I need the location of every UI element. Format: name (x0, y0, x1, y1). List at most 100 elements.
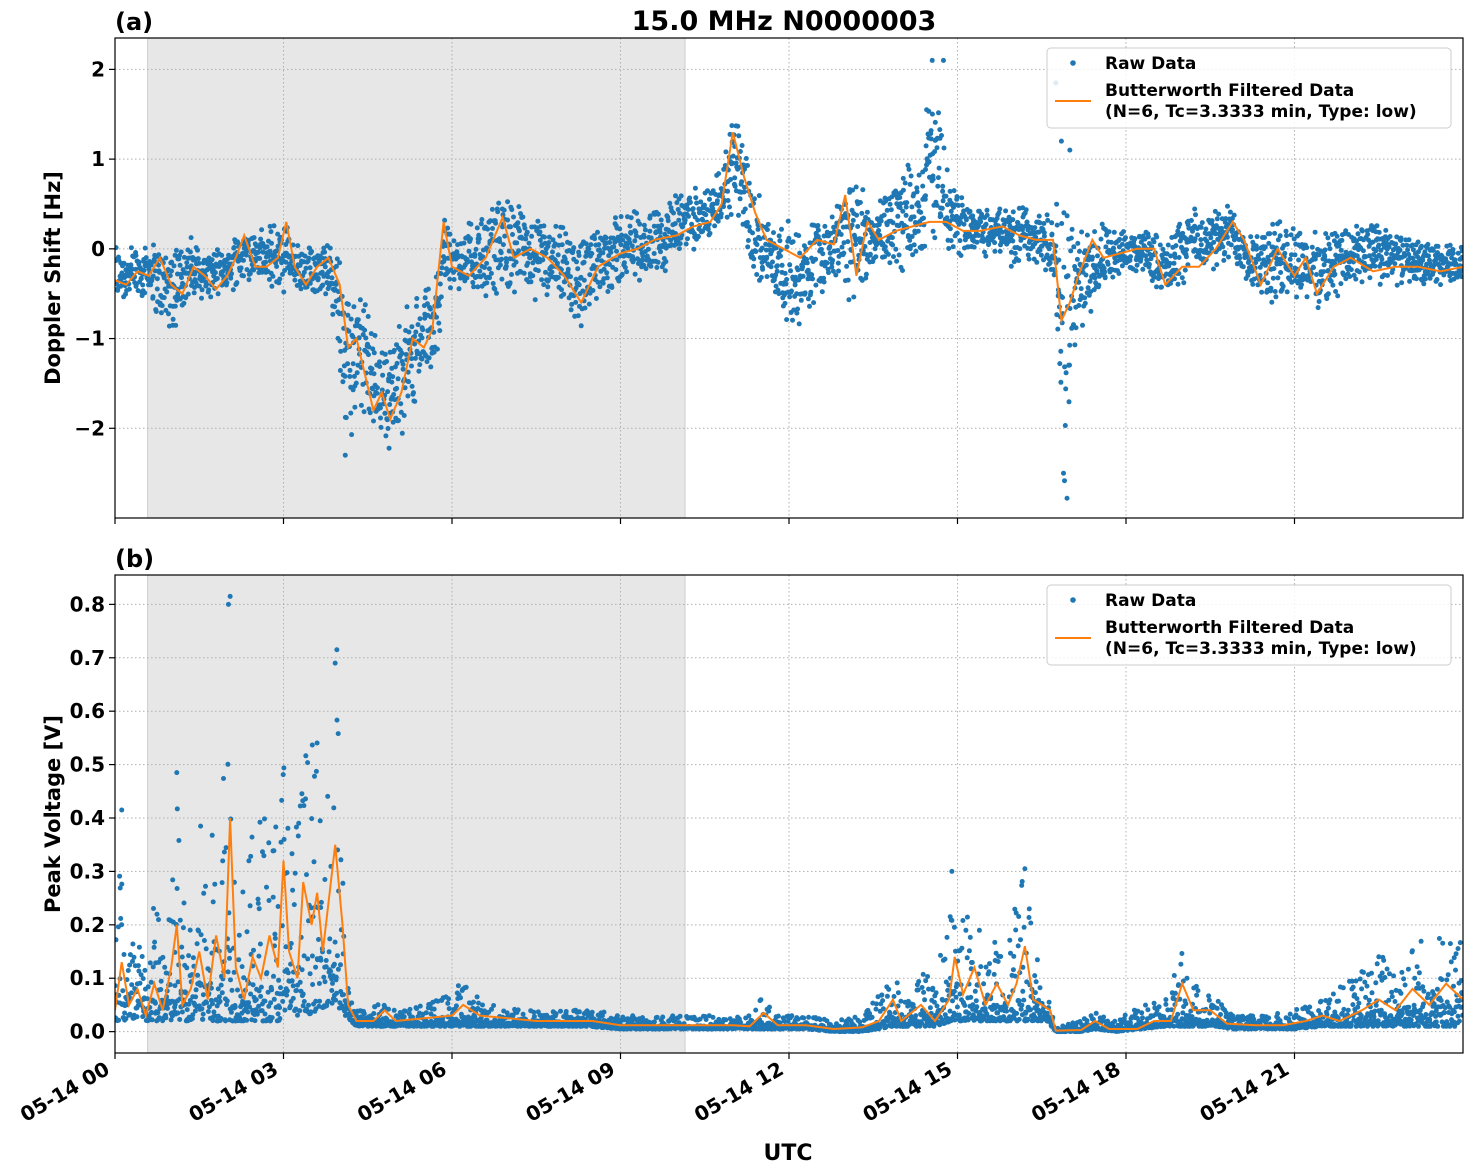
raw-data-point (1310, 264, 1316, 270)
raw-data-point (371, 371, 377, 377)
raw-data-point (457, 271, 462, 277)
raw-data-point (348, 410, 354, 416)
raw-data-point (1255, 282, 1261, 288)
raw-data-point (984, 207, 990, 213)
raw-data-point (163, 255, 169, 261)
raw-data-point (789, 288, 794, 294)
raw-data-point (900, 208, 906, 214)
raw-data-point (1299, 282, 1304, 288)
raw-data-point (914, 189, 920, 195)
y-tick-label: −2 (74, 416, 105, 440)
raw-data-point (1434, 277, 1440, 282)
raw-data-point (494, 290, 499, 296)
raw-data-point (412, 398, 418, 404)
raw-data-point (289, 851, 295, 857)
raw-data-point (746, 180, 752, 186)
raw-data-point (826, 233, 832, 239)
raw-data-point (326, 949, 332, 955)
raw-data-point (855, 224, 861, 229)
raw-data-point (281, 765, 287, 771)
raw-data-point (119, 881, 125, 887)
raw-data-point (451, 269, 456, 275)
raw-data-point (1087, 278, 1093, 284)
raw-data-point (260, 241, 266, 247)
raw-data-point (138, 275, 144, 281)
raw-data-point (490, 226, 495, 231)
raw-data-point (594, 257, 600, 263)
raw-data-point (142, 245, 148, 251)
raw-data-point (303, 753, 309, 759)
raw-data-point (1357, 245, 1363, 250)
raw-data-point (750, 230, 755, 236)
raw-data-point (1268, 285, 1274, 291)
raw-data-point (298, 286, 304, 292)
raw-data-outlier (1064, 495, 1070, 501)
raw-data-point (1071, 244, 1077, 250)
raw-data-point (697, 1016, 703, 1022)
raw-data-point (657, 226, 663, 232)
raw-data-point (241, 975, 247, 981)
raw-data-point (1258, 250, 1264, 256)
raw-data-point (451, 238, 457, 244)
raw-data-point (125, 968, 131, 973)
raw-data-point (1288, 232, 1294, 238)
raw-data-point (959, 202, 965, 208)
raw-data-point (827, 250, 833, 256)
raw-data-point (751, 263, 757, 269)
raw-data-point (291, 902, 297, 908)
raw-data-point (199, 1006, 205, 1012)
raw-data-point (665, 218, 671, 224)
raw-data-point (1367, 253, 1372, 259)
raw-data-point (345, 312, 351, 318)
raw-data-point (1143, 253, 1149, 259)
raw-data-point (815, 227, 821, 233)
raw-data-point (685, 207, 691, 212)
raw-data-point (480, 1002, 485, 1008)
raw-data-point (428, 364, 434, 370)
raw-data-point (322, 877, 328, 882)
raw-data-point (938, 205, 944, 211)
raw-data-point (692, 214, 698, 220)
raw-data-point (362, 302, 368, 308)
raw-data-point (1421, 252, 1427, 258)
raw-data-point (1426, 253, 1431, 259)
raw-data-point (1280, 245, 1285, 251)
raw-data-point (382, 410, 388, 416)
raw-data-point (296, 820, 302, 826)
raw-data-point (753, 1007, 759, 1013)
raw-data-point (156, 1015, 162, 1021)
raw-data-point (183, 270, 189, 276)
raw-data-point (1323, 231, 1329, 237)
raw-data-point (563, 1009, 569, 1014)
raw-data-point (1061, 264, 1067, 270)
raw-data-point (647, 228, 653, 234)
raw-data-point (632, 228, 638, 234)
raw-data-point (1248, 234, 1254, 240)
raw-data-point (431, 1006, 437, 1012)
raw-data-point (503, 263, 509, 269)
raw-data-point (745, 244, 751, 250)
raw-data-point (1198, 242, 1204, 248)
raw-data-point (1188, 218, 1194, 223)
raw-data-point (1099, 221, 1105, 227)
raw-data-point (1123, 235, 1128, 241)
raw-data-point (156, 268, 162, 274)
raw-data-point (1399, 280, 1405, 286)
raw-data-point (733, 188, 739, 194)
raw-data-point (1280, 283, 1286, 289)
raw-data-point (890, 220, 896, 226)
raw-data-point (307, 265, 313, 271)
raw-data-point (562, 256, 568, 262)
raw-data-point (482, 265, 487, 270)
raw-data-point (1102, 274, 1108, 280)
raw-data-point (794, 265, 800, 271)
raw-data-point (1387, 260, 1393, 266)
legend-label-filtered: Butterworth Filtered Data (1105, 81, 1354, 101)
raw-data-point (822, 263, 828, 269)
raw-data-point (244, 1017, 250, 1023)
raw-data-point (405, 393, 411, 399)
raw-data-point (117, 873, 123, 879)
raw-data-point (305, 760, 311, 766)
raw-data-point (1077, 248, 1082, 254)
raw-data-point (722, 198, 728, 203)
